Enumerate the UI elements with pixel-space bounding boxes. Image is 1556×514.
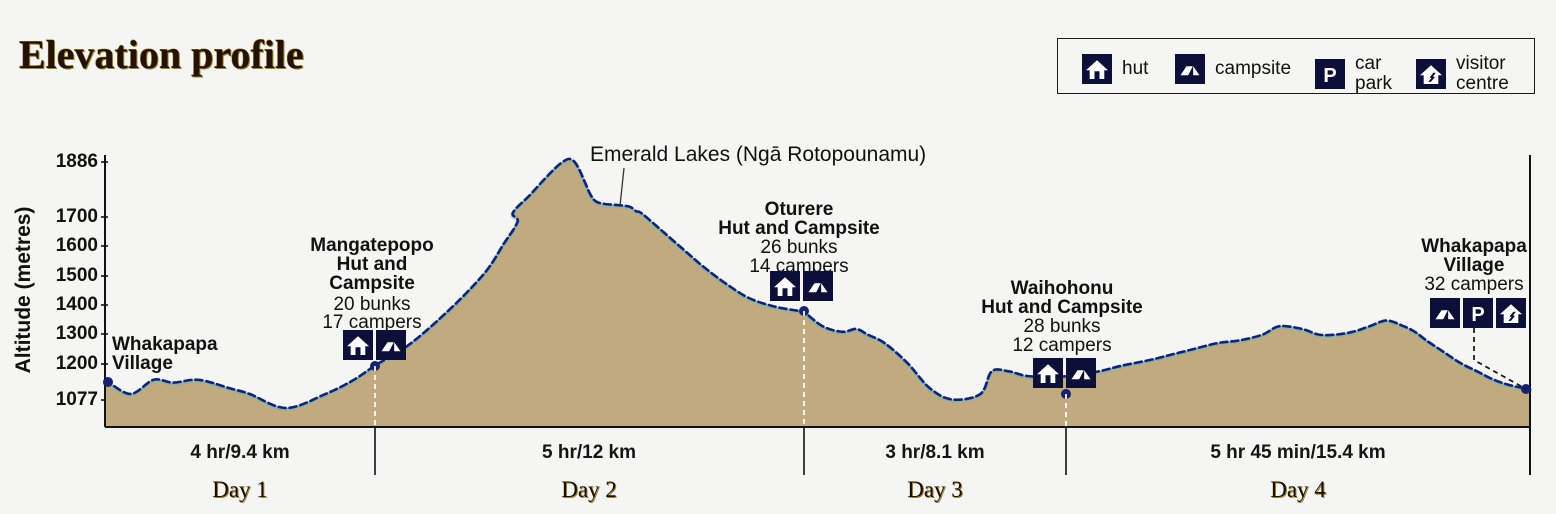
svg-text:Village: Village <box>1444 255 1505 276</box>
svg-text:5 hr 45 min/15.4 km: 5 hr 45 min/15.4 km <box>1210 442 1385 463</box>
svg-text:Hut and: Hut and <box>337 254 408 275</box>
svg-text:Whakapapa: Whakapapa <box>112 334 218 355</box>
svg-text:Day 3: Day 3 <box>907 477 963 502</box>
svg-text:17 campers: 17 campers <box>322 312 421 333</box>
svg-text:5 hr/12 km: 5 hr/12 km <box>542 442 636 463</box>
svg-text:Village: Village <box>112 353 173 374</box>
svg-text:1077: 1077 <box>56 389 98 410</box>
svg-text:1500: 1500 <box>56 265 98 286</box>
svg-text:Mangatepopo: Mangatepopo <box>310 235 434 256</box>
svg-text:Emerald Lakes (Ngā Rotopounamu: Emerald Lakes (Ngā Rotopounamu) <box>590 143 926 166</box>
svg-text:Whakapapa: Whakapapa <box>1421 236 1527 257</box>
svg-text:26 bunks: 26 bunks <box>760 237 837 258</box>
svg-text:32 campers: 32 campers <box>1424 274 1523 295</box>
svg-text:4 hr/9.4 km: 4 hr/9.4 km <box>190 442 289 463</box>
svg-text:3 hr/8.1 km: 3 hr/8.1 km <box>885 442 984 463</box>
svg-text:1700: 1700 <box>56 206 98 227</box>
svg-text:Hut and Campsite: Hut and Campsite <box>981 297 1143 318</box>
svg-text:Day 4: Day 4 <box>1270 477 1326 502</box>
svg-text:P: P <box>1323 65 1336 87</box>
svg-text:P: P <box>1471 304 1484 326</box>
svg-text:Waihohonu: Waihohonu <box>1011 278 1114 299</box>
svg-text:Day 2: Day 2 <box>561 477 617 502</box>
svg-text:1200: 1200 <box>56 353 98 374</box>
svg-text:Oturere: Oturere <box>765 199 834 220</box>
svg-text:1886: 1886 <box>56 151 98 172</box>
svg-text:Hut and Campsite: Hut and Campsite <box>718 218 880 239</box>
svg-text:28 bunks: 28 bunks <box>1023 316 1100 337</box>
svg-text:Day 1: Day 1 <box>212 477 268 502</box>
svg-text:Campsite: Campsite <box>329 273 415 294</box>
svg-text:1400: 1400 <box>56 294 98 315</box>
svg-text:1300: 1300 <box>56 323 98 344</box>
svg-text:12 campers: 12 campers <box>1012 335 1111 356</box>
svg-text:Altitude (metres): Altitude (metres) <box>12 207 35 374</box>
svg-text:1600: 1600 <box>56 235 98 256</box>
